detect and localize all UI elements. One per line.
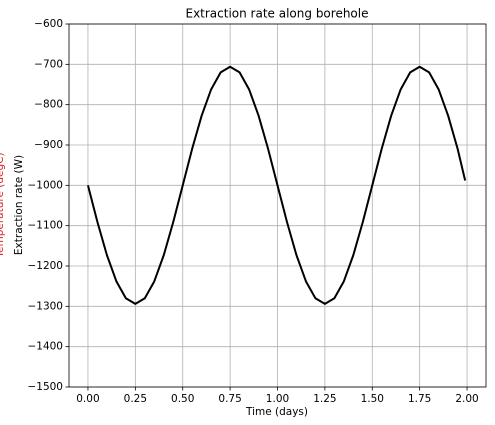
y-tick-label: −1100 — [27, 220, 63, 232]
y-tick-label: −1500 — [27, 381, 63, 393]
y-tick-label: −700 — [34, 58, 63, 70]
y-axis-label: Extraction rate (W) — [13, 155, 25, 255]
y-tick-label: −1300 — [27, 300, 63, 312]
x-tick-label: 0.50 — [171, 393, 194, 405]
x-tick-label: 0.00 — [76, 393, 99, 405]
chart-title: Extraction rate along borehole — [185, 7, 368, 21]
y-tick-label: −900 — [34, 139, 63, 151]
data-line — [86, 65, 467, 305]
plot-frame — [68, 23, 487, 388]
y-tick-label: −1000 — [27, 179, 63, 191]
y-tick-label: −800 — [34, 99, 63, 111]
x-tick-label: 0.25 — [124, 393, 147, 405]
x-tick-label: 1.75 — [408, 393, 431, 405]
y-tick-label: −600 — [34, 18, 63, 30]
y-tick-label: −1200 — [27, 260, 63, 272]
x-tick-label: 1.00 — [266, 393, 289, 405]
x-tick-label: 1.50 — [361, 393, 384, 405]
x-axis-label: Time (days) — [245, 406, 308, 418]
x-tick-label: 1.25 — [313, 393, 336, 405]
x-tick-label: 0.75 — [218, 393, 241, 405]
x-tick-label: 2.00 — [455, 393, 478, 405]
y2-axis-label: Temperature (degC) — [0, 152, 6, 258]
y-tick-label: −1400 — [27, 341, 63, 353]
